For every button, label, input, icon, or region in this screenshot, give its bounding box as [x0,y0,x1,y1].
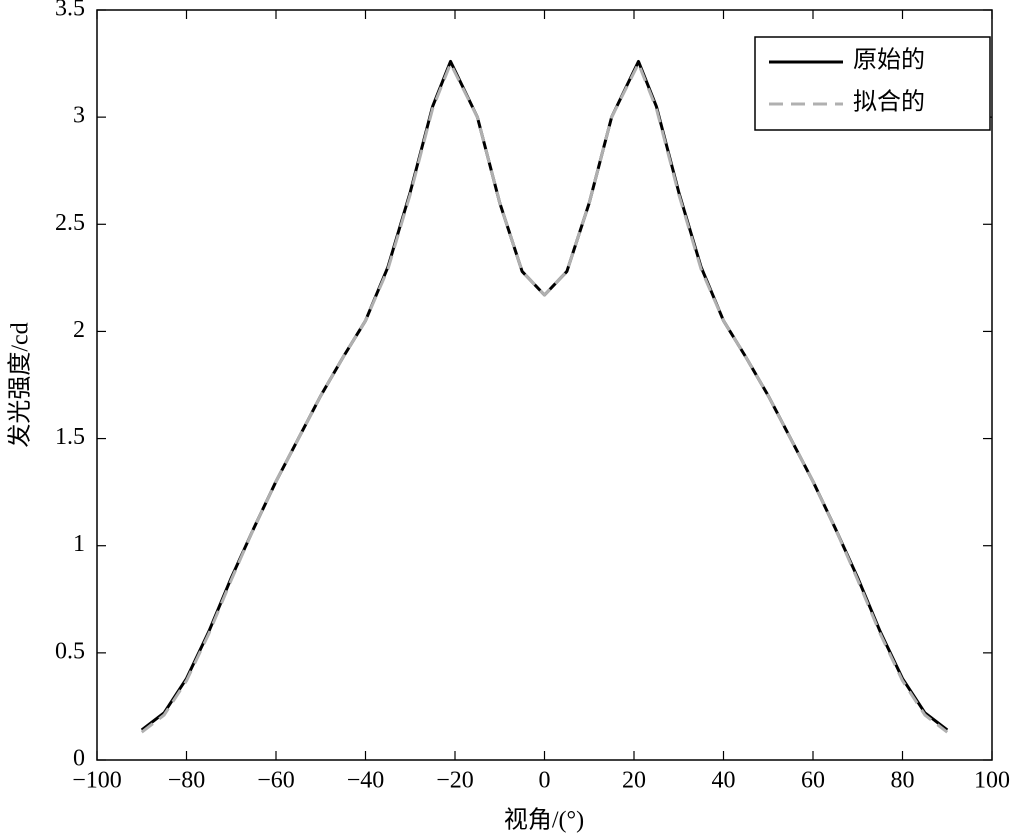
x-tick-label: 20 [622,768,646,794]
legend-label: 原始的 [853,47,925,74]
y-tick-label: 0.5 [55,638,85,664]
x-tick-label: −40 [347,768,385,794]
x-tick-label: −60 [257,768,295,794]
line-series [140,62,949,734]
x-tick-label: −20 [436,768,474,794]
y-tick-label: 3 [73,103,85,129]
y-tick-label: 0 [73,746,85,772]
y-tick-label: 2.5 [55,210,85,236]
y-tick-label: 1 [73,531,85,557]
x-tick-label: 80 [891,768,915,794]
x-tick-label: 0 [539,768,551,794]
y-axis-label: 发光强度/cd [7,322,34,447]
legend-label: 拟合的 [853,89,925,116]
x-tick-label: −80 [168,768,206,794]
y-tick-label: 2 [73,317,85,343]
x-axis-label: 视角/(°) [504,807,584,834]
y-tick-label: 3.5 [55,0,85,22]
x-tick-label: 60 [801,768,825,794]
legend-box [754,36,991,131]
x-tick-label: −100 [72,768,122,794]
x-tick-label: 40 [712,768,736,794]
x-tick-label: 100 [974,768,1010,794]
y-tick-label: 1.5 [55,424,85,450]
line-series [140,59,949,732]
